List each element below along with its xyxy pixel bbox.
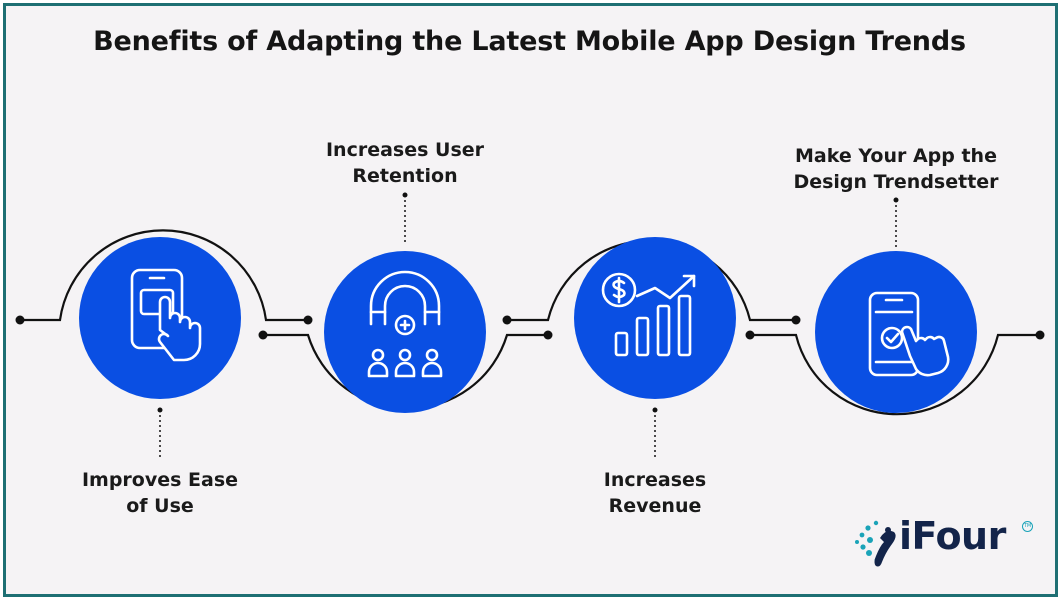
leader-dot <box>157 407 163 413</box>
connector-dot <box>258 330 268 340</box>
ifour-logo: iFour TM <box>854 514 1034 572</box>
benefit-circle-3 <box>574 237 736 399</box>
trademark-mark: TM <box>1022 521 1033 532</box>
page-title: Benefits of Adapting the Latest Mobile A… <box>93 26 966 57</box>
connector-dot <box>543 330 553 340</box>
ifour-logo-mark-icon <box>855 520 896 567</box>
benefit-circle-2 <box>324 251 486 413</box>
connector-dot <box>1035 330 1045 340</box>
connector-dot <box>791 315 801 325</box>
benefit-label-3: Increases Revenue <box>603 469 707 517</box>
benefit-label-1: Improves Ease of Use <box>81 469 239 517</box>
benefit-label-2: Increases User Retention <box>325 139 485 187</box>
magnet-users-icon <box>367 270 443 378</box>
leader-dot <box>893 197 899 203</box>
connector-dot <box>745 330 755 340</box>
connector-dot <box>502 315 512 325</box>
leader-dot <box>402 192 408 198</box>
connector-dot <box>15 315 25 325</box>
revenue-growth-icon <box>601 272 696 357</box>
tap-mobile-icon <box>130 268 202 362</box>
benefit-circle-4 <box>815 251 977 413</box>
leader-dot <box>652 407 658 413</box>
ifour-logo-text: iFour <box>899 514 1006 558</box>
benefit-label-4: Make Your App the Design Trendsetter <box>793 145 999 193</box>
connector-dot <box>303 315 313 325</box>
mobile-check-tap-icon <box>868 291 950 377</box>
